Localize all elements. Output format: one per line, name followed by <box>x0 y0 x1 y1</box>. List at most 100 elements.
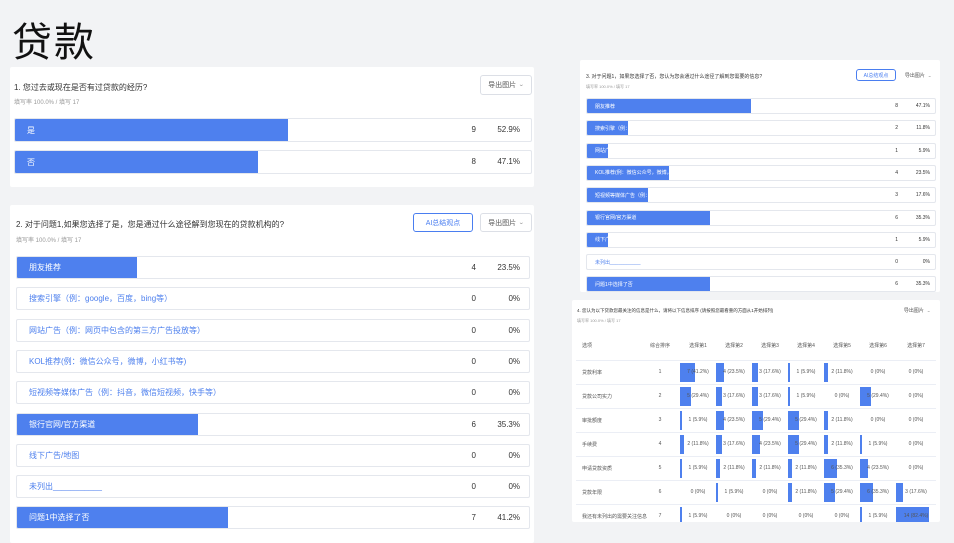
option-label: 问题1中选择了否 <box>29 513 90 523</box>
bar-fill <box>587 277 710 292</box>
option-count: 6 <box>895 281 898 288</box>
question-card-4: 4. 您认为以下贷款您最关注的信息是什么，请将以下信息排序 (请按照您最看重的方… <box>572 300 940 522</box>
cell-value: 5 (29.4%) <box>759 417 781 423</box>
rank-cell: 0 (0%) <box>824 504 860 522</box>
rank-cell: 2 (11.8%) <box>788 456 824 481</box>
cell-value: 2 (11.8%) <box>831 441 853 447</box>
option-percent: 5.9% <box>918 236 930 243</box>
rank-cell: 3 (17.6%) <box>896 480 936 505</box>
option-row: 短视频等媒体广告（例：抖音，微信短视频，快手等） 3 17.6% <box>580 187 940 204</box>
rank-cell: 3 (17.6%) <box>752 384 788 409</box>
option-count: 0 <box>471 482 476 492</box>
bar-fill <box>587 143 608 158</box>
row-option-label: 手续费 <box>576 432 640 457</box>
ranking-table: 选项 综合排序 选择第1 选择第2 选择第3 选择第4 选择第5 选择第6 选择第7 贷款利率 1… <box>576 333 936 522</box>
cell-value: 2 (11.8%) <box>687 441 709 447</box>
question-meta: 填写率 100.0% / 填写 17 <box>16 238 82 244</box>
rank-cell: 1 (5.9%) <box>680 504 716 522</box>
cell-value: 0 (0%) <box>870 369 886 375</box>
ai-summary-button[interactable]: AI总结观点 <box>856 69 896 81</box>
question-meta: 填写率 100.0% / 填写 17 <box>586 84 630 89</box>
option-count: 6 <box>895 214 898 221</box>
bar-fill <box>587 232 608 247</box>
export-image-button[interactable]: 导出图片 ⌄ <box>900 69 936 81</box>
rank-cell: 1 (5.9%) <box>788 360 824 385</box>
rank-cell: 4 (23.5%) <box>716 360 752 385</box>
cell-fill <box>680 362 695 382</box>
row-rank: 1 <box>640 360 680 385</box>
question-card-2: 2. 对于问题1,如果您选择了是，您是通过什么途径解到您现在的贷款机构的? 填写… <box>10 205 534 543</box>
export-image-button[interactable]: 导出图片 ⌄ <box>480 213 532 232</box>
cell-value: 6 (35.3%) <box>831 465 853 471</box>
option-label: 银行官网/官方渠道 <box>29 419 96 429</box>
column-header: 综合排序 <box>640 333 680 361</box>
export-image-button[interactable]: 导出图片 ⌄ <box>898 304 936 316</box>
rank-cell: 0 (0%) <box>716 504 752 522</box>
cell-fill <box>896 506 929 522</box>
cell-value: 5 (29.4%) <box>795 417 817 423</box>
cell-value: 3 (17.6%) <box>905 489 927 495</box>
option-percent: 0% <box>508 325 520 335</box>
cell-value: 2 (11.8%) <box>723 465 745 471</box>
cell-value: 4 (23.5%) <box>723 417 745 423</box>
table-header-row: 选项 综合排序 选择第1 选择第2 选择第3 选择第4 选择第5 选择第6 选择第7 <box>576 333 936 361</box>
cell-fill <box>824 458 837 478</box>
cell-value: 3 (17.6%) <box>723 441 745 447</box>
cell-value: 5 (29.4%) <box>795 441 817 447</box>
option-count: 0 <box>895 259 898 266</box>
row-rank: 6 <box>640 480 680 505</box>
cell-value: 2 (11.8%) <box>759 465 781 471</box>
option-label: KOL推荐(例：微信公众号，微博，小红书等) <box>595 170 694 177</box>
option-percent: 41.2% <box>497 513 520 523</box>
option-row: 搜索引擎（例：google，百度，bing等） 2 11.8% <box>580 120 940 137</box>
cell-value: 4 (23.5%) <box>759 441 781 447</box>
cell-fill <box>788 482 793 502</box>
bar-track: 朋友推荐 <box>16 256 530 279</box>
rank-cell: 2 (11.8%) <box>824 432 860 457</box>
cell-value: 5 (29.4%) <box>867 393 889 399</box>
rank-cell: 3 (17.6%) <box>716 384 752 409</box>
cell-value: 0 (0%) <box>870 417 886 423</box>
cell-value: 0 (0%) <box>762 489 778 495</box>
option-row: 朋友推荐 4 23.5% <box>10 256 534 279</box>
cell-value: 5 (29.4%) <box>687 393 709 399</box>
question-title: 3. 对于问题1，如果您选择了否，您认为您会通过什么途径了解到您需要的信息? <box>586 74 763 80</box>
cell-fill <box>680 458 683 478</box>
bar-track: 搜索引擎（例：google，百度，bing等） <box>16 287 530 311</box>
cell-fill <box>752 386 759 406</box>
cell-fill <box>788 434 799 454</box>
row-option-label: 审批额度 <box>576 408 640 433</box>
option-percent: 47.1% <box>915 103 930 109</box>
option-count: 9 <box>471 125 476 134</box>
option-percent: 35.3% <box>915 281 930 288</box>
cell-fill <box>752 458 757 478</box>
export-image-label: 导出图片 <box>904 72 925 79</box>
rank-cell: 6 (35.3%) <box>824 456 860 481</box>
rank-cell: 0 (0%) <box>896 456 936 481</box>
option-count: 3 <box>895 192 898 199</box>
option-row: 银行官网/官方渠道 6 35.3% <box>10 412 534 436</box>
rank-cell: 14 (82.4%) <box>896 504 936 522</box>
cell-fill <box>824 434 829 454</box>
ai-summary-button[interactable]: AI总结观点 <box>413 213 473 232</box>
cell-value: 1 (5.9%) <box>796 369 816 375</box>
cell-fill <box>860 458 869 478</box>
option-count: 4 <box>471 263 476 272</box>
option-count: 6 <box>471 419 476 429</box>
cell-fill <box>752 434 761 454</box>
option-row: 线下广告/地图 0 0% <box>10 443 534 467</box>
page-title: 贷款 <box>12 20 96 66</box>
cell-value: 0 (0%) <box>834 393 850 399</box>
cell-value: 6 (35.3%) <box>867 489 889 495</box>
option-percent: 35.3% <box>915 214 930 221</box>
export-image-label: 导出图片 <box>903 307 924 314</box>
export-image-button[interactable]: 导出图片 ⌄ <box>480 75 532 95</box>
option-label: KOL推荐(例：微信公众号，微博，小红书等) <box>29 356 187 366</box>
rank-cell: 2 (11.8%) <box>788 480 824 505</box>
cell-value: 2 (11.8%) <box>831 417 853 423</box>
ai-summary-label: AI总结观点 <box>425 219 461 227</box>
cell-value: 0 (0%) <box>908 393 924 399</box>
column-header: 选择第1 <box>680 333 716 361</box>
rank-cell: 4 (23.5%) <box>716 408 752 433</box>
bar-track: 银行官网/官方渠道 <box>586 209 936 226</box>
